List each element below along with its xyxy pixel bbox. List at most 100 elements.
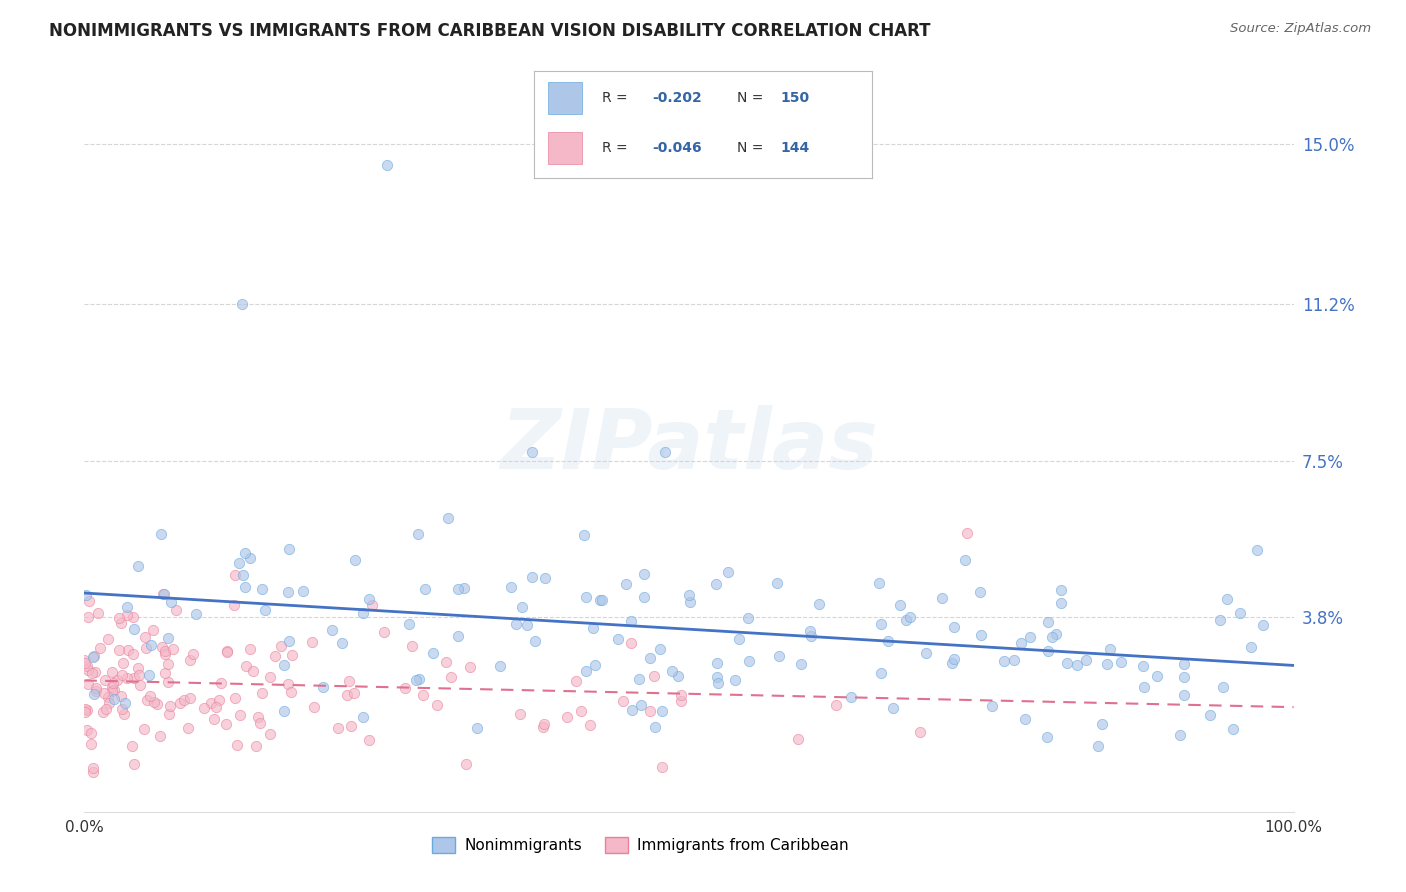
Point — [232, 568, 254, 582]
Point — [1036, 615, 1059, 629]
Point — [505, 616, 527, 631]
Text: -0.046: -0.046 — [652, 141, 702, 155]
Point — [245, 739, 267, 753]
Point — [264, 649, 287, 664]
Point — [321, 624, 343, 638]
Point — [184, 607, 207, 622]
Text: N =: N = — [737, 91, 768, 104]
Point — [1146, 669, 1168, 683]
Point — [117, 643, 139, 657]
Point — [153, 587, 176, 601]
Point — [422, 646, 444, 660]
Point — [352, 710, 374, 724]
Point — [181, 647, 204, 661]
Point — [643, 669, 665, 683]
Point — [302, 700, 325, 714]
Point — [127, 558, 149, 573]
Point — [111, 702, 134, 716]
Point — [768, 649, 790, 664]
Point — [101, 680, 124, 694]
Point — [228, 556, 250, 570]
Point — [75, 657, 97, 671]
Point — [882, 700, 904, 714]
Point — [205, 700, 228, 714]
Point — [103, 675, 125, 690]
Point — [136, 693, 159, 707]
Point — [666, 668, 689, 682]
Point — [1246, 542, 1268, 557]
Point — [122, 647, 145, 661]
Point — [1019, 630, 1042, 644]
Point — [75, 588, 97, 602]
Point — [360, 599, 382, 613]
Point — [765, 576, 787, 591]
Point — [135, 641, 157, 656]
Point — [908, 724, 931, 739]
Point — [454, 756, 477, 771]
Point — [127, 661, 149, 675]
Point — [157, 632, 180, 646]
Point — [231, 297, 253, 311]
Point — [522, 570, 544, 584]
Point — [83, 687, 105, 701]
Point — [277, 585, 299, 599]
Point — [620, 636, 643, 650]
Point — [76, 703, 98, 717]
Point — [73, 653, 96, 667]
Point — [165, 603, 187, 617]
Point — [108, 610, 131, 624]
Point — [222, 598, 245, 612]
Point — [894, 613, 917, 627]
Point — [375, 158, 398, 172]
Point — [1087, 739, 1109, 753]
Point — [510, 599, 533, 614]
Point — [357, 591, 380, 606]
Point — [943, 619, 966, 633]
Point — [103, 683, 125, 698]
Point — [209, 676, 232, 690]
Point — [332, 636, 354, 650]
Point — [651, 760, 673, 774]
FancyBboxPatch shape — [548, 82, 582, 114]
Point — [224, 568, 246, 582]
Text: 150: 150 — [780, 91, 810, 104]
Point — [94, 702, 117, 716]
Point — [628, 672, 651, 686]
Point — [138, 667, 160, 681]
Point — [91, 706, 114, 720]
Point — [173, 693, 195, 707]
Point — [89, 641, 111, 656]
Point — [235, 580, 257, 594]
Point — [357, 733, 380, 747]
Point — [1036, 731, 1059, 745]
Point — [1132, 658, 1154, 673]
Point — [534, 571, 557, 585]
Point — [139, 689, 162, 703]
Point — [426, 698, 449, 713]
Point — [84, 684, 107, 698]
Point — [159, 698, 181, 713]
Point — [101, 665, 124, 679]
Point — [114, 696, 136, 710]
Point — [146, 697, 169, 711]
Point — [569, 704, 592, 718]
Point — [630, 698, 652, 712]
Point — [1222, 722, 1244, 736]
Point — [280, 684, 302, 698]
Point — [1066, 657, 1088, 672]
Point — [110, 616, 132, 631]
Point — [436, 510, 458, 524]
Point — [1199, 707, 1222, 722]
Point — [97, 690, 120, 705]
Point — [889, 598, 911, 612]
Point — [280, 648, 302, 663]
Point — [531, 720, 554, 734]
Point — [453, 581, 475, 595]
Point — [142, 623, 165, 637]
Point — [117, 671, 139, 685]
Point — [73, 706, 96, 720]
Point — [953, 552, 976, 566]
Point — [273, 657, 295, 672]
Point — [612, 694, 634, 708]
Point — [1253, 618, 1275, 632]
